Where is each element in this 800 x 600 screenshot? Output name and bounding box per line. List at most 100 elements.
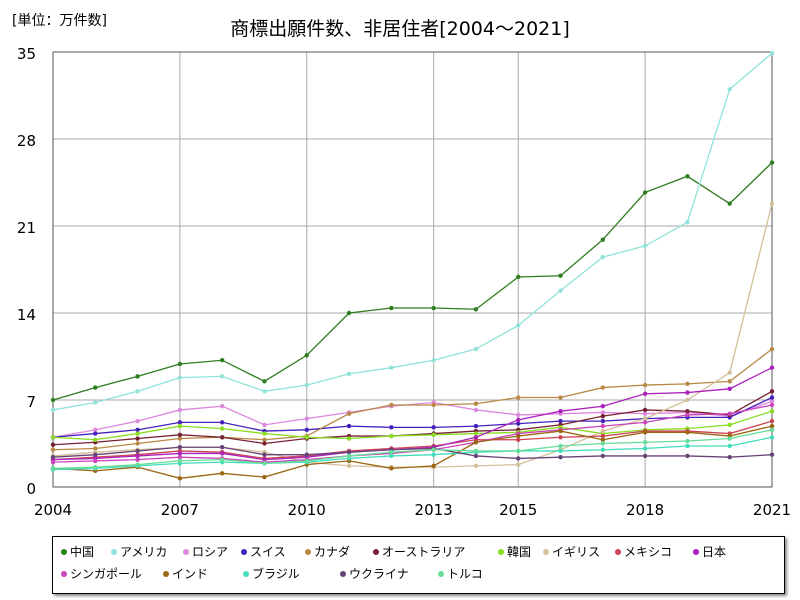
data-point	[431, 452, 436, 457]
legend-swatch	[111, 549, 117, 555]
x-tick-label: 2018	[626, 501, 664, 519]
data-point	[473, 453, 479, 459]
data-point	[93, 452, 98, 457]
data-point	[262, 474, 267, 480]
data-point	[262, 431, 267, 436]
data-point	[431, 425, 436, 430]
data-point	[389, 425, 394, 430]
data-point	[558, 408, 563, 414]
unit-label: [単位：万件数]	[12, 13, 107, 29]
data-point	[642, 440, 648, 445]
series-line-3	[52, 396, 773, 438]
data-point	[135, 441, 140, 446]
data-point	[431, 432, 436, 437]
data-point	[727, 411, 732, 416]
series-line-8	[52, 420, 773, 461]
data-point	[516, 274, 521, 280]
x-tick-label: 2021	[753, 501, 791, 519]
legend-item: 韓国	[498, 545, 531, 559]
data-point	[50, 447, 56, 452]
data-point	[346, 463, 352, 469]
data-point	[558, 428, 563, 434]
data-point	[389, 305, 394, 311]
legend-item: スイス	[241, 545, 286, 559]
data-point	[642, 430, 648, 435]
data-point	[727, 422, 732, 428]
tick-labels: 0 7 14 21 28 35 2004 2007 2010 2013 2015 2018 2021	[17, 45, 791, 519]
data-point	[219, 435, 225, 440]
data-point	[219, 457, 225, 462]
data-point	[600, 428, 606, 434]
series-line-13	[52, 446, 773, 460]
legend-swatch	[438, 571, 444, 577]
data-point	[769, 408, 775, 414]
legend-swatch	[243, 571, 249, 577]
legend-label: ブラジル	[252, 567, 300, 581]
data-point	[516, 395, 521, 400]
data-point	[304, 353, 309, 358]
data-point	[685, 220, 690, 225]
data-point	[177, 361, 183, 367]
data-point	[642, 407, 648, 413]
data-point	[304, 427, 309, 433]
data-point	[600, 437, 606, 442]
data-point	[685, 408, 690, 414]
data-point	[558, 418, 563, 424]
data-point	[769, 452, 775, 457]
legend-label: 日本	[702, 545, 727, 559]
data-point	[50, 459, 56, 465]
data-point	[93, 446, 98, 451]
data-point	[135, 462, 140, 467]
data-point	[769, 423, 775, 429]
legend-label: インド	[172, 567, 209, 581]
data-point	[50, 397, 56, 403]
data-point	[177, 436, 183, 441]
data-point	[600, 413, 606, 419]
legend-label: トルコ	[447, 567, 483, 581]
data-point	[558, 273, 563, 278]
data-point	[304, 382, 309, 388]
series-line-4	[52, 348, 773, 451]
data-point	[50, 466, 56, 471]
data-point	[93, 458, 98, 464]
data-point	[642, 243, 648, 249]
data-point	[685, 412, 690, 418]
legend-item: ウクライナ	[340, 567, 409, 581]
data-point	[769, 160, 775, 165]
legend-label: ロシア	[192, 545, 229, 559]
series-points	[50, 51, 775, 481]
x-tick-label: 2007	[161, 501, 199, 519]
data-point	[642, 190, 648, 195]
data-point	[642, 416, 648, 421]
data-point	[769, 399, 775, 404]
data-point	[346, 411, 352, 416]
data-point	[558, 443, 563, 449]
data-point	[177, 420, 183, 425]
data-point	[219, 404, 225, 409]
data-point	[177, 454, 183, 460]
legend-swatch	[183, 549, 189, 555]
data-point	[727, 454, 732, 460]
data-point	[769, 418, 775, 424]
legend-swatch	[305, 549, 311, 555]
grid-lines	[53, 52, 772, 487]
legend-label: 韓国	[507, 545, 532, 559]
data-point	[389, 433, 394, 439]
data-point	[135, 436, 140, 441]
data-point	[642, 391, 648, 396]
axes	[52, 51, 773, 488]
series-line-11	[52, 425, 773, 479]
data-point	[769, 427, 775, 433]
data-point	[93, 431, 98, 436]
data-point	[769, 365, 775, 370]
legend-label: イギリス	[552, 545, 601, 559]
legend-label: オーストラリア	[382, 545, 466, 559]
series-line-0	[52, 162, 773, 401]
data-point	[389, 466, 394, 471]
data-point	[177, 375, 183, 380]
data-point	[135, 374, 140, 379]
data-point	[600, 385, 606, 390]
data-point	[685, 397, 690, 403]
x-tick-label: 2013	[415, 501, 453, 519]
